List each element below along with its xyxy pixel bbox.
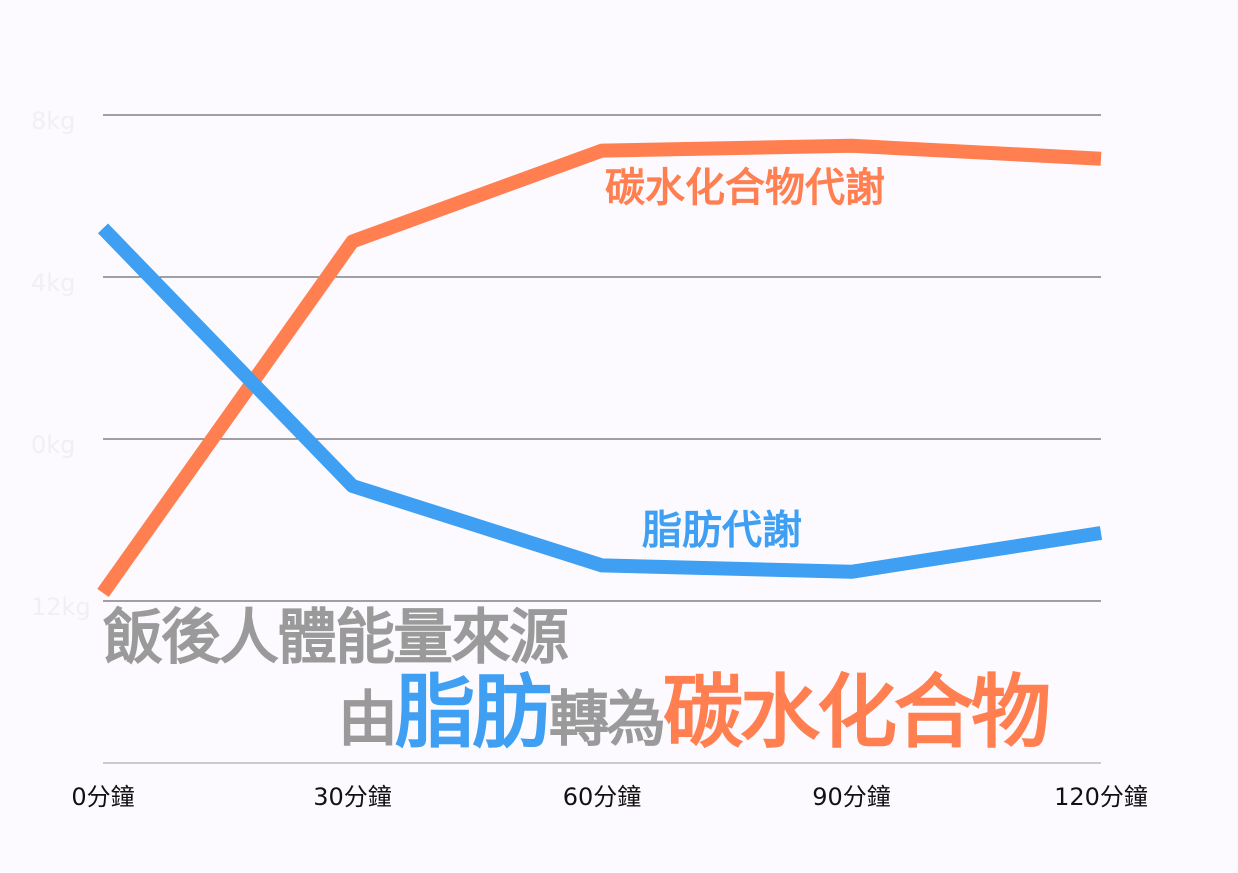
x-tick-label: 30分鐘 xyxy=(313,783,392,811)
y-tick-label: 0kg xyxy=(31,431,75,459)
y-tick-label: 4kg xyxy=(31,269,75,297)
carb-series-label: 碳水化合物代謝 xyxy=(605,165,885,211)
headline-word-carbohydrate: 碳水化合物 xyxy=(663,666,1051,759)
y-tick-label: 8kg xyxy=(31,107,75,135)
headline-line-1: 飯後人體能量來源 xyxy=(103,603,569,673)
headline-word-from: 由 xyxy=(338,685,398,755)
headline-line-2: 由脂肪轉為碳水化合物 xyxy=(338,666,1051,780)
fat-series-label: 脂肪代謝 xyxy=(642,507,802,553)
fat-metabolism-line xyxy=(97,223,1103,579)
y-tick-label: 12kg xyxy=(31,593,91,621)
x-tick-label: 60分鐘 xyxy=(563,783,642,811)
x-tick-label: 90分鐘 xyxy=(812,783,891,811)
headline-word-fat: 脂肪 xyxy=(395,666,552,759)
x-tick-label: 0分鐘 xyxy=(71,783,134,811)
headline-word-to: 轉為 xyxy=(549,685,666,755)
carb-metabolism-line xyxy=(97,138,1102,597)
x-tick-label: 120分鐘 xyxy=(1054,783,1148,811)
